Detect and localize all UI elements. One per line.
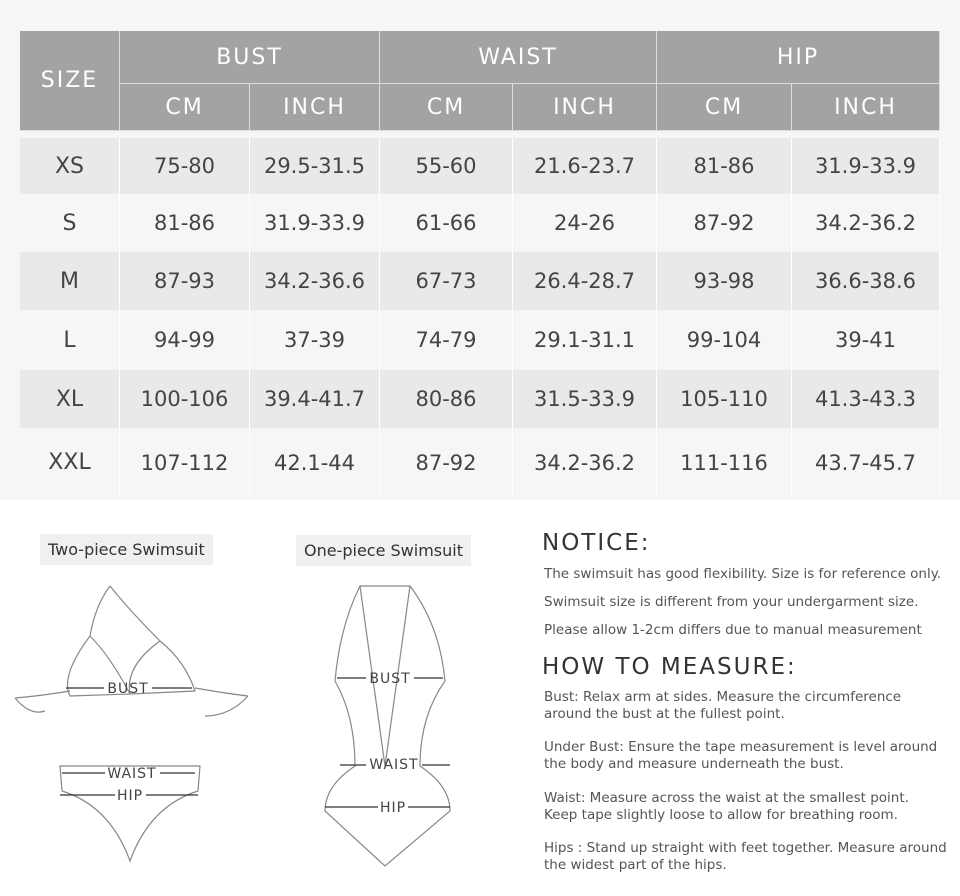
table-cell: 87-92 — [657, 194, 792, 252]
header-cell: HIP — [657, 31, 940, 84]
header-cell: INCH — [513, 84, 657, 131]
header-cell: INCH — [250, 84, 380, 131]
diagram-label: WAIST — [107, 766, 156, 782]
measure-line: Bust: Relax arm at sides. Measure the ci… — [544, 689, 902, 705]
table-cell: 42.1-44 — [250, 428, 380, 497]
size-table: SIZE BUST WAIST HIP CM INCH CM INCH CM INCH XS 75-8… — [20, 31, 940, 497]
header-cell: CM — [380, 84, 513, 131]
diagram-label: HIP — [380, 800, 406, 816]
table-cell: 93-98 — [657, 252, 792, 310]
row-bg — [20, 194, 940, 252]
header-cell: WAIST — [380, 31, 657, 84]
diagram-label: BUST — [107, 681, 148, 697]
table-cell: 39-41 — [792, 310, 940, 370]
table-cell: 81-86 — [657, 138, 792, 194]
header-cell: CM — [657, 84, 792, 131]
table-cell: 34.2-36.2 — [513, 428, 657, 497]
table-cell: 111-116 — [657, 428, 792, 497]
table-cell: 75-80 — [120, 138, 250, 194]
row-bg — [20, 310, 940, 370]
header-cell: INCH — [792, 84, 940, 131]
table-cell: 67-73 — [380, 252, 513, 310]
size-cell: XS — [20, 138, 120, 194]
notice-line: Please allow 1-2cm differs due to manual… — [544, 622, 922, 638]
one-piece — [324, 585, 451, 867]
table-cell: 74-79 — [380, 310, 513, 370]
table-cell: 43.7-45.7 — [792, 428, 940, 497]
table-cell: 107-112 — [120, 428, 250, 497]
row-bg — [20, 428, 940, 497]
notice-line: Swimsuit size is different from your und… — [544, 594, 919, 610]
diagram-label: BUST — [369, 671, 410, 687]
header-cell: SIZE — [20, 31, 120, 131]
measure-line: the widest part of the hips. — [544, 857, 727, 873]
table-cell: 99-104 — [657, 310, 792, 370]
measure-line: around the bust at the fullest point. — [544, 706, 785, 722]
table-cell: 29.1-31.1 — [513, 310, 657, 370]
diagrams: BUST WAIST HIP BUST WAIST HIP — [14, 585, 451, 867]
header-cell: CM — [120, 84, 250, 131]
size-cell: M — [20, 252, 120, 310]
row-bg — [20, 370, 940, 428]
table-cell: 39.4-41.7 — [250, 370, 380, 428]
size-cell: S — [20, 194, 120, 252]
diagram-label: WAIST — [369, 757, 418, 773]
two-piece-bottom — [59, 765, 201, 863]
table-cell: 37-39 — [250, 310, 380, 370]
table-cell: 21.6-23.7 — [513, 138, 657, 194]
table-cell: 36.6-38.6 — [792, 252, 940, 310]
measure-line: the body and measure underneath the bust… — [544, 756, 844, 772]
measure-line: Hips : Stand up straight with feet toget… — [544, 840, 947, 856]
diagram-title: Two-piece Swimsuit — [40, 534, 213, 565]
table-cell: 34.2-36.2 — [792, 194, 940, 252]
table-cell: 81-86 — [120, 194, 250, 252]
row-bg — [20, 138, 940, 194]
table-cell: 87-92 — [380, 428, 513, 497]
size-cell: L — [20, 310, 120, 370]
table-cell: 61-66 — [380, 194, 513, 252]
notice-title: NOTICE: — [542, 530, 651, 556]
notice-line: The swimsuit has good flexibility. Size … — [544, 566, 942, 582]
measure-line: Under Bust: Ensure the tape measurement … — [544, 739, 938, 755]
table-cell: 87-93 — [120, 252, 250, 310]
table-cell: 100-106 — [120, 370, 250, 428]
size-cell: XXL — [20, 428, 120, 497]
table-cell: 94-99 — [120, 310, 250, 370]
table-cell: 80-86 — [380, 370, 513, 428]
size-cell: XL — [20, 370, 120, 428]
table-cell: 31.9-33.9 — [250, 194, 380, 252]
table-cell: 31.9-33.9 — [792, 138, 940, 194]
header-cell: BUST — [120, 31, 380, 84]
diagram-title: One-piece Swimsuit — [296, 535, 471, 566]
measure-line: Waist: Measure across the waist at the s… — [544, 790, 909, 806]
table-cell: 105-110 — [657, 370, 792, 428]
row-bg — [20, 252, 940, 310]
measure-title: HOW TO MEASURE: — [542, 654, 797, 680]
table-cell: 24-26 — [513, 194, 657, 252]
table-cell: 26.4-28.7 — [513, 252, 657, 310]
table-cell: 41.3-43.3 — [792, 370, 940, 428]
measure-line: Keep tape slightly loose to allow for br… — [544, 807, 898, 823]
diagram-label: HIP — [117, 788, 143, 804]
table-cell: 29.5-31.5 — [250, 138, 380, 194]
two-piece-top — [14, 585, 249, 717]
table-cell: 55-60 — [380, 138, 513, 194]
table-cell: 31.5-33.9 — [513, 370, 657, 428]
table-cell: 34.2-36.6 — [250, 252, 380, 310]
